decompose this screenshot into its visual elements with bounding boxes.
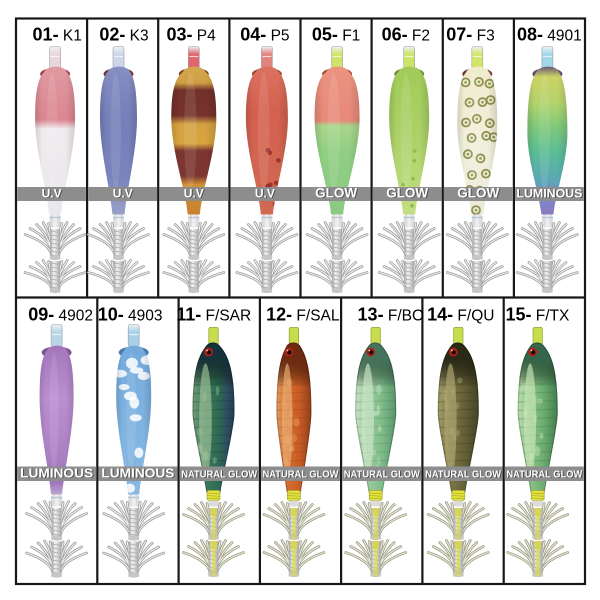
- svg-text:GLOW: GLOW: [457, 186, 499, 201]
- svg-text:NATURAL GLOW: NATURAL GLOW: [506, 469, 582, 481]
- svg-text:U.V: U.V: [185, 187, 205, 201]
- svg-text:05- F1: 05- F1: [312, 25, 360, 45]
- svg-text:NATURAL GLOW: NATURAL GLOW: [425, 469, 501, 481]
- svg-text:LUMINOUS: LUMINOUS: [20, 466, 93, 481]
- svg-text:NATURAL GLOW: NATURAL GLOW: [345, 469, 421, 481]
- svg-text:NATURAL GLOW: NATURAL GLOW: [181, 469, 257, 481]
- svg-text:07- F3: 07- F3: [446, 25, 494, 45]
- svg-text:09- 4902: 09- 4902: [28, 305, 93, 325]
- svg-text:U.V: U.V: [113, 187, 133, 201]
- svg-text:11- F/SAR: 11- F/SAR: [176, 305, 251, 325]
- svg-text:04- P5: 04- P5: [240, 25, 289, 45]
- svg-text:U.V: U.V: [184, 187, 204, 201]
- svg-text:NATURAL GLOW: NATURAL GLOW: [263, 469, 339, 481]
- svg-text:03- P4: 03- P4: [166, 25, 216, 45]
- svg-text:GLOW: GLOW: [315, 186, 357, 201]
- svg-text:U.V: U.V: [43, 187, 63, 201]
- svg-text:06- F2: 06- F2: [382, 25, 430, 45]
- svg-text:NATURAL GLOW: NATURAL GLOW: [264, 469, 340, 481]
- svg-text:12- F/SAL: 12- F/SAL: [266, 305, 340, 325]
- svg-text:LUMINOUS: LUMINOUS: [517, 189, 583, 201]
- svg-text:U.V: U.V: [255, 187, 275, 201]
- svg-text:U.V: U.V: [114, 187, 134, 201]
- svg-text:LUMINOUS: LUMINOUS: [102, 466, 175, 481]
- svg-text:13- F/BO: 13- F/BO: [358, 305, 425, 325]
- svg-text:U.V: U.V: [42, 187, 62, 201]
- svg-text:LUMINOUS: LUMINOUS: [101, 466, 174, 481]
- svg-text:14- F/QU: 14- F/QU: [427, 305, 494, 325]
- svg-text:15- F/TX: 15- F/TX: [505, 305, 570, 325]
- svg-text:GLOW: GLOW: [386, 186, 428, 201]
- svg-text:GLOW: GLOW: [316, 186, 358, 201]
- svg-text:LUMINOUS: LUMINOUS: [516, 189, 582, 201]
- svg-text:NATURAL GLOW: NATURAL GLOW: [507, 469, 583, 481]
- svg-text:10- 4903: 10- 4903: [98, 305, 163, 325]
- svg-text:01- K1: 01- K1: [33, 25, 82, 45]
- svg-text:NATURAL GLOW: NATURAL GLOW: [426, 469, 502, 481]
- svg-text:NATURAL GLOW: NATURAL GLOW: [344, 469, 420, 481]
- svg-text:GLOW: GLOW: [387, 186, 429, 201]
- svg-text:08- 4901: 08- 4901: [517, 25, 582, 45]
- svg-text:GLOW: GLOW: [458, 186, 500, 201]
- svg-text:U.V: U.V: [256, 187, 276, 201]
- svg-text:02- K3: 02- K3: [99, 25, 148, 45]
- svg-text:NATURAL GLOW: NATURAL GLOW: [182, 469, 258, 481]
- svg-text:LUMINOUS: LUMINOUS: [21, 466, 94, 481]
